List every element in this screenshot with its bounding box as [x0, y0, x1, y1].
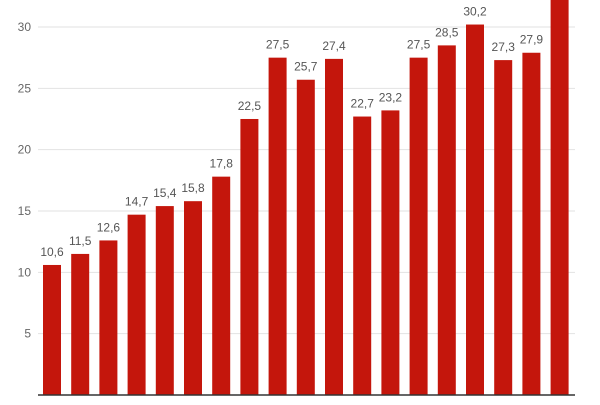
y-axis-ticks: 5 10 15 20 25 30 [18, 20, 32, 341]
bar-value-label: 25,7 [294, 60, 318, 74]
bar [43, 264, 61, 395]
bar-value-label: 17,8 [210, 157, 234, 171]
bar [550, 0, 569, 395]
bar [466, 24, 484, 396]
bar-value-label: 27,4 [322, 39, 346, 53]
bar [325, 58, 343, 395]
y-tick-label: 15 [18, 204, 32, 218]
bar-value-label: 12,6 [97, 220, 121, 234]
bar [353, 116, 372, 396]
bar-value-label: 10,6 [40, 245, 64, 259]
bar [212, 176, 231, 395]
bar-value-label: 27,9 [520, 33, 544, 47]
bars [43, 0, 569, 396]
bar [296, 79, 315, 395]
y-tick-label: 5 [24, 327, 31, 341]
bar [437, 45, 456, 396]
bar-value-label: 27,3 [492, 40, 516, 54]
bar-value-label: 30,2 [463, 5, 487, 19]
bar [155, 206, 174, 395]
bar [240, 118, 259, 395]
bar [268, 57, 287, 396]
bar-value-label: 15,4 [153, 186, 177, 200]
bar-value-label: 22,5 [238, 99, 262, 113]
bar-value-label: 27,5 [407, 38, 431, 52]
bar-value-label: 23,2 [379, 90, 403, 104]
y-tick-label: 25 [18, 81, 32, 95]
bar-value-label: 27,5 [266, 38, 290, 52]
bar-value-label: 15,8 [181, 181, 205, 195]
bar [184, 201, 202, 395]
bar-value-label: 22,7 [351, 97, 375, 111]
bar-value-label: 14,7 [125, 195, 149, 209]
value-labels: 10,6 11,5 12,6 14,7 15,4 15,8 17,8 22,5 27,5 25,7… [40, 5, 543, 259]
bar [409, 57, 428, 396]
bar-value-label: 11,5 [69, 234, 92, 248]
bar [71, 253, 90, 395]
y-tick-label: 30 [18, 20, 32, 34]
y-tick-label: 10 [18, 265, 32, 279]
bar [99, 240, 118, 395]
bar [494, 60, 513, 395]
bar [522, 52, 541, 396]
bar-value-label: 28,5 [435, 25, 459, 39]
bar [127, 214, 146, 395]
bar [381, 110, 400, 396]
y-tick-label: 20 [18, 143, 32, 157]
